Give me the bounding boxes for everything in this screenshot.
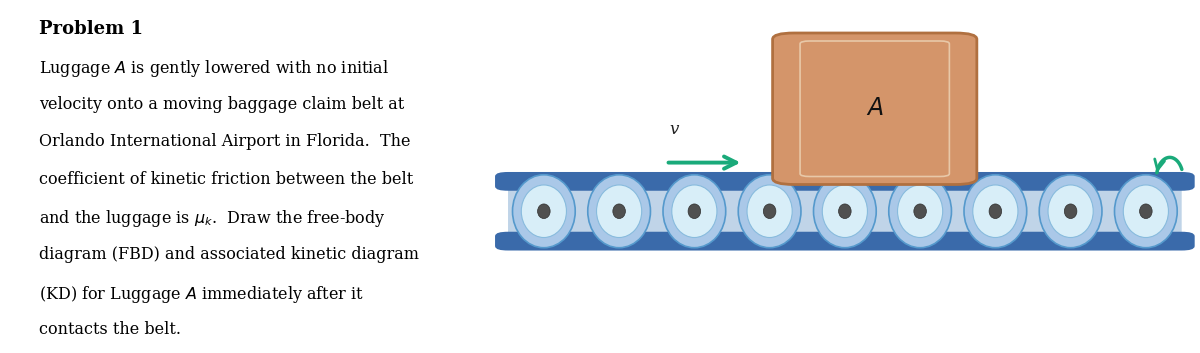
Ellipse shape	[738, 175, 800, 248]
Ellipse shape	[763, 204, 776, 219]
Ellipse shape	[512, 175, 575, 248]
Ellipse shape	[538, 204, 550, 219]
Ellipse shape	[1039, 175, 1102, 248]
Ellipse shape	[613, 204, 625, 219]
Text: Problem 1: Problem 1	[38, 20, 143, 38]
Ellipse shape	[814, 175, 876, 248]
Text: coefficient of kinetic friction between the belt: coefficient of kinetic friction between …	[38, 171, 413, 188]
Ellipse shape	[839, 204, 851, 219]
Ellipse shape	[914, 204, 926, 219]
Ellipse shape	[1064, 204, 1076, 219]
Text: Luggage $A$ is gently lowered with no initial: Luggage $A$ is gently lowered with no in…	[38, 58, 389, 79]
Text: and the luggage is $\mu_k$.  Draw the free-body: and the luggage is $\mu_k$. Draw the fre…	[38, 209, 385, 229]
Ellipse shape	[1115, 175, 1177, 248]
Ellipse shape	[889, 175, 952, 248]
Ellipse shape	[989, 204, 1002, 219]
Ellipse shape	[1140, 204, 1152, 219]
FancyBboxPatch shape	[496, 233, 1194, 250]
Ellipse shape	[588, 175, 650, 248]
Ellipse shape	[688, 204, 701, 219]
Text: velocity onto a moving baggage claim belt at: velocity onto a moving baggage claim bel…	[38, 96, 404, 113]
FancyBboxPatch shape	[496, 173, 1194, 190]
Text: Orlando International Airport in Florida.  The: Orlando International Airport in Florida…	[38, 133, 410, 150]
Ellipse shape	[822, 185, 868, 238]
Ellipse shape	[973, 185, 1018, 238]
Ellipse shape	[1123, 185, 1169, 238]
Ellipse shape	[964, 175, 1027, 248]
Ellipse shape	[748, 185, 792, 238]
Ellipse shape	[672, 185, 716, 238]
Text: $A$: $A$	[866, 97, 883, 120]
FancyBboxPatch shape	[773, 33, 977, 185]
Ellipse shape	[898, 185, 943, 238]
Text: v: v	[670, 121, 679, 138]
Ellipse shape	[521, 185, 566, 238]
Ellipse shape	[596, 185, 642, 238]
Ellipse shape	[664, 175, 726, 248]
Text: diagram (FBD) and associated kinetic diagram: diagram (FBD) and associated kinetic dia…	[38, 246, 419, 263]
Text: contacts the belt.: contacts the belt.	[38, 321, 181, 338]
Ellipse shape	[1048, 185, 1093, 238]
Text: (KD) for Luggage $A$ immediately after it: (KD) for Luggage $A$ immediately after i…	[38, 283, 364, 305]
FancyBboxPatch shape	[508, 172, 1182, 250]
FancyBboxPatch shape	[800, 41, 949, 176]
